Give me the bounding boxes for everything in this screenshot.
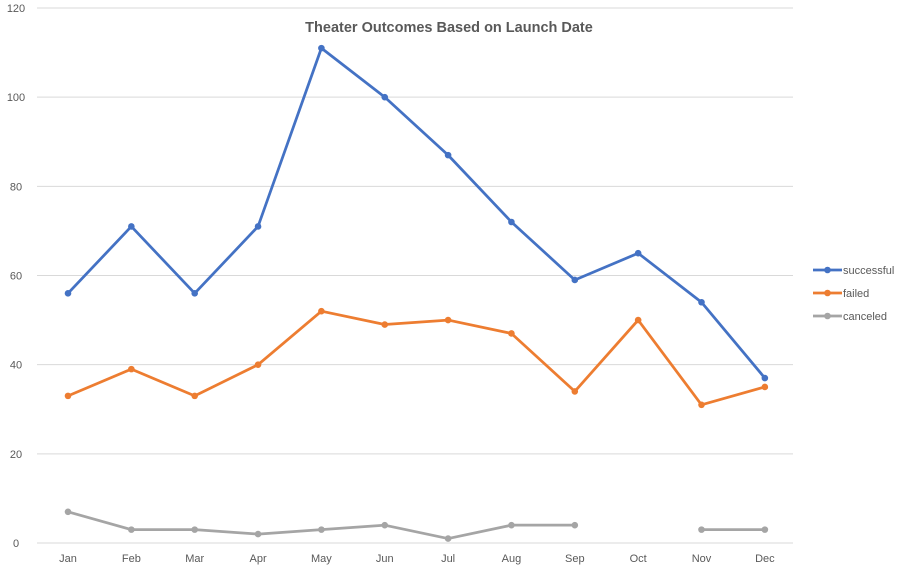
data-point-successful [508,218,515,226]
data-point-canceled [761,526,769,533]
data-point-canceled [254,530,262,538]
data-point-canceled [444,535,452,542]
x-tick-label: Sep [565,553,585,565]
y-tick-label: 20 [10,449,22,461]
x-tick-label: May [311,553,332,565]
y-tick-label: 40 [10,360,22,372]
series-successful [64,44,769,382]
legend-label: successful [843,265,894,277]
legend-label: failed [843,288,869,300]
data-point-successful [444,151,452,159]
series-line-canceled [66,510,577,540]
y-tick-label: 80 [10,181,22,193]
y-tick-label: 100 [7,92,25,104]
legend-swatch-marker [824,289,831,297]
x-axis-ticks: Jan Feb Mar Apr May Jun Jul Aug Sep Oct Nov Dec [59,553,775,565]
data-point-failed [191,392,198,400]
y-tick-label: 0 [13,538,19,550]
data-point-successful [254,223,262,230]
data-point-failed [128,365,135,373]
data-point-failed [571,388,579,395]
y-axis-ticks: 0 20 40 60 80 100 120 [7,3,25,550]
legend-item-failed: failed [813,288,869,300]
data-point-failed [444,316,452,324]
x-tick-label: Mar [185,553,204,565]
legend-label: canceled [843,311,887,323]
data-point-successful [571,276,579,284]
gridlines [37,7,793,544]
data-point-canceled [64,508,72,516]
x-tick-label: Jul [441,553,455,565]
chart-title: Theater Outcomes Based on Launch Date [305,20,593,36]
x-tick-label: Nov [692,553,712,565]
data-point-failed [698,401,705,409]
series-lines [64,44,769,542]
series-canceled [64,508,769,542]
data-point-failed [761,383,769,391]
series-failed [64,307,769,409]
data-point-successful [64,290,72,297]
x-tick-label: Apr [249,553,266,565]
data-point-failed [381,321,389,328]
data-point-failed [508,330,515,337]
series-line-failed [66,309,767,407]
x-tick-label: Jan [59,553,77,565]
x-tick-label: Oct [630,553,647,565]
data-point-failed [254,361,262,368]
data-point-failed [318,307,325,315]
data-point-successful [381,93,389,101]
legend-item-canceled: canceled [813,311,887,323]
data-point-successful [698,298,705,306]
data-point-failed [64,392,72,400]
x-tick-label: Jun [376,553,394,565]
legend-swatch-marker [824,312,831,320]
data-point-successful [128,223,135,230]
x-tick-label: Dec [755,553,775,565]
data-point-canceled [128,526,135,533]
series-line-successful [66,46,767,380]
data-point-successful [318,44,325,52]
data-point-canceled [698,526,705,533]
x-tick-label: Aug [502,553,522,565]
data-point-successful [634,249,642,257]
y-tick-label: 60 [10,271,22,283]
legend: successful failed canceled [813,265,894,323]
data-point-canceled [381,521,389,529]
x-tick-label: Feb [122,553,141,565]
y-tick-label: 120 [7,3,25,15]
data-point-successful [761,374,769,382]
legend-swatch-marker [824,266,831,274]
data-point-canceled [508,521,515,529]
data-point-failed [634,316,642,324]
data-point-canceled [318,526,325,533]
data-point-successful [191,290,198,297]
data-point-canceled [191,526,198,533]
legend-item-successful: successful [813,265,894,277]
data-point-canceled [571,521,579,529]
